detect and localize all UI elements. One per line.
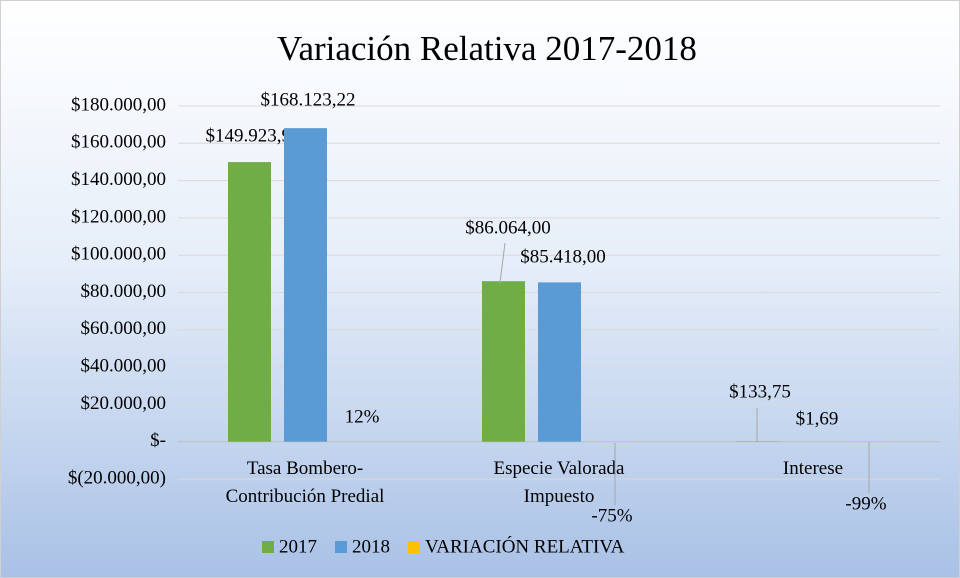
y-tick-label: $(20.000,00) [68,467,166,488]
data-label: $133,75 [729,381,791,402]
x-tick-label: Interese [783,458,843,479]
y-tick-label: $80.000,00 [81,281,167,302]
x-tick-label: Tasa Bombero- Contribución Predial [226,458,385,507]
y-tick-label: $120.000,00 [71,206,166,227]
data-label: $168.123,22 [261,89,356,110]
leader-line [499,242,506,284]
data-label: 12% [345,406,380,427]
bar [538,282,581,442]
data-label: $86.064,00 [465,217,551,238]
bar [284,128,327,442]
x-tick-label-line: Impuesto [524,486,595,507]
y-tick-label: $100.000,00 [71,244,166,265]
data-label: $85.418,00 [520,246,606,267]
data-label: -75% [591,505,632,526]
y-tick-label: $60.000,00 [81,318,167,339]
x-tick-label: Especie Valorada Impuesto [493,458,625,507]
y-tick-label: $- [150,430,166,451]
x-tick-label-line: Interese [783,458,843,479]
bar [228,162,271,442]
legend-label: VARIACIÓN RELATIVA [425,535,625,557]
legend-swatch [335,541,347,553]
y-tick-label: $20.000,00 [81,393,167,414]
data-label: $1,69 [796,408,839,429]
legend-label: 2018 [352,536,390,557]
y-tick-label: $180.000,00 [71,94,166,115]
x-tick-label-line: Especie Valorada [493,458,625,479]
x-tick-label-line: Contribución Predial [226,486,385,507]
legend-swatch [262,541,274,553]
bar [482,281,525,442]
legend-label: 2017 [279,536,317,557]
legend-swatch [408,541,420,553]
y-tick-label: $160.000,00 [71,132,166,153]
data-label: $149.923,92 [206,125,301,146]
data-label: -99% [845,493,886,514]
chart-title: Variación Relativa 2017-2018 [277,29,697,68]
y-tick-label: $40.000,00 [81,355,167,376]
x-tick-label-line: Tasa Bombero- [247,458,363,479]
y-tick-label: $140.000,00 [71,169,166,190]
